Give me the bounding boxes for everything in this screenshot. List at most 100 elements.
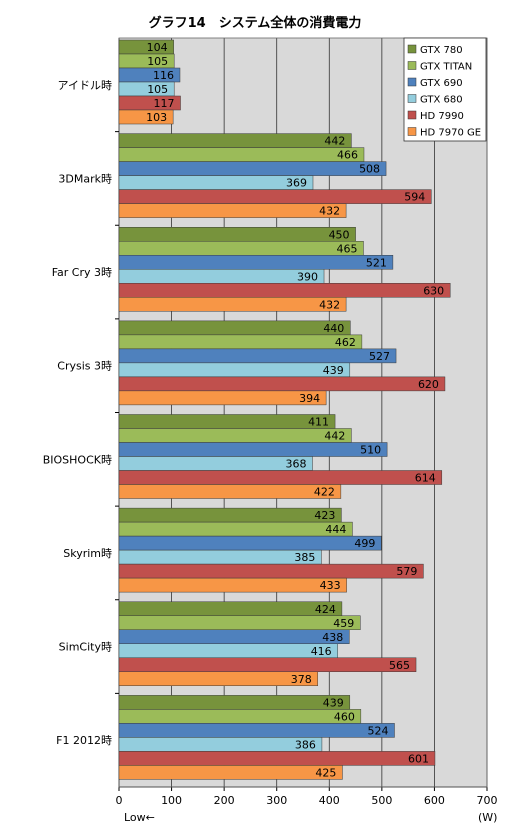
bar-6-1 <box>118 615 361 630</box>
legend-swatch-0 <box>407 44 417 54</box>
x-axis-unit-label: (W) <box>478 811 497 824</box>
x-tick-label-600: 600 <box>424 794 445 807</box>
category-label-2: Far Cry 3時 <box>52 266 112 279</box>
bar-7-5 <box>118 765 343 780</box>
bar-value-label-3-1: 462 <box>335 336 356 349</box>
bar-value-label-7-5: 425 <box>315 766 336 779</box>
bar-6-0 <box>118 601 343 616</box>
bar-6-5 <box>118 671 318 686</box>
bar-value-label-2-3: 390 <box>297 270 318 283</box>
bar-6-2 <box>118 629 350 644</box>
bar-1-0 <box>118 133 352 148</box>
bar-5-4 <box>118 563 424 579</box>
chart-title: グラフ14 システム全体の消費電力 <box>149 15 362 31</box>
bar-value-label-1-3: 369 <box>286 177 307 190</box>
bar-value-label-6-1: 459 <box>333 617 354 630</box>
x-tick-label-400: 400 <box>319 794 340 807</box>
bar-7-2 <box>118 723 395 738</box>
legend-swatch-5 <box>407 127 417 136</box>
bar-value-label-3-3: 439 <box>323 364 344 377</box>
bar-value-label-5-3: 385 <box>294 551 315 564</box>
bar-value-label-7-0: 439 <box>323 696 344 709</box>
bar-value-label-1-4: 594 <box>404 191 425 204</box>
bar-value-label-3-0: 440 <box>323 322 344 335</box>
x-tick-label-300: 300 <box>266 794 287 807</box>
legend-label-3: GTX 680 <box>420 95 463 106</box>
bar-value-label-1-1: 466 <box>337 149 358 162</box>
bar-2-2 <box>118 255 394 270</box>
bar-value-label-5-1: 444 <box>325 523 346 536</box>
bar-value-label-1-5: 432 <box>319 205 340 218</box>
bar-value-label-1-2: 508 <box>359 163 380 176</box>
bar-value-label-2-5: 432 <box>319 298 340 311</box>
bar-0-5 <box>118 109 174 125</box>
bar-7-1 <box>118 709 362 724</box>
bar-4-5 <box>118 484 342 499</box>
bar-2-4 <box>118 283 451 298</box>
bar-1-5 <box>118 203 347 218</box>
bar-6-4 <box>118 657 417 672</box>
legend-label-5: HD 7970 GE <box>420 128 481 139</box>
bar-value-label-2-2: 521 <box>366 256 387 269</box>
bar-5-2 <box>118 535 382 551</box>
bar-1-1 <box>118 147 365 162</box>
bar-value-label-2-0: 450 <box>329 228 350 241</box>
bar-5-0 <box>118 507 342 523</box>
bar-2-0 <box>118 227 356 242</box>
bar-value-label-0-2: 116 <box>153 69 174 82</box>
bar-value-label-4-1: 442 <box>324 430 345 443</box>
bar-2-3 <box>118 269 325 284</box>
bar-5-1 <box>118 521 353 537</box>
legend-box <box>403 37 487 142</box>
bar-value-label-4-4: 614 <box>415 472 436 485</box>
bar-value-label-5-5: 433 <box>320 579 341 592</box>
bar-1-3 <box>118 175 314 190</box>
category-label-0: アイドル時 <box>58 79 112 92</box>
category-label-1: 3DMark時 <box>58 172 112 185</box>
bar-4-4 <box>118 470 443 485</box>
category-label-7: F1 2012時 <box>56 734 112 747</box>
bar-value-label-4-2: 510 <box>360 444 381 457</box>
bar-5-3 <box>118 549 322 565</box>
bar-5-5 <box>118 577 347 593</box>
bar-value-label-0-5: 103 <box>146 111 167 124</box>
bar-value-label-6-3: 416 <box>311 645 332 658</box>
bar-1-4 <box>118 189 432 204</box>
bar-3-4 <box>118 376 446 392</box>
bar-value-label-6-0: 424 <box>315 603 336 616</box>
bar-value-label-3-5: 394 <box>299 392 320 405</box>
bar-7-3 <box>118 737 323 752</box>
bar-value-label-1-0: 442 <box>324 135 345 148</box>
bar-2-5 <box>118 297 347 312</box>
category-label-3: Crysis 3時 <box>57 360 112 373</box>
legend-swatch-3 <box>407 94 417 103</box>
x-tick-label-200: 200 <box>214 794 235 807</box>
bar-3-0 <box>118 320 351 336</box>
legend-swatch-4 <box>407 110 417 120</box>
bar-4-1 <box>118 428 352 443</box>
legend-label-0: GTX 780 <box>420 45 463 56</box>
bar-value-label-3-4: 620 <box>418 378 439 391</box>
legend-label-2: GTX 690 <box>420 78 463 89</box>
bar-value-label-6-5: 378 <box>291 673 312 686</box>
legend-swatch-2 <box>407 77 417 87</box>
bar-value-label-5-2: 499 <box>354 537 375 550</box>
x-axis-label-low: Low← <box>124 811 155 824</box>
x-tick-label-0: 0 <box>116 794 123 807</box>
bar-3-1 <box>118 334 363 350</box>
bar-4-0 <box>118 414 336 429</box>
bar-7-0 <box>118 695 351 710</box>
bar-value-label-7-2: 524 <box>367 724 388 737</box>
bar-value-label-0-4: 117 <box>154 97 175 110</box>
bar-value-label-6-2: 438 <box>322 631 343 644</box>
bar-value-label-4-5: 422 <box>314 486 335 499</box>
bar-value-label-3-2: 527 <box>369 350 390 363</box>
legend-label-1: GTX TITAN <box>420 62 472 73</box>
bar-value-label-5-4: 579 <box>396 565 417 578</box>
bar-1-2 <box>118 161 387 176</box>
x-tick-label-100: 100 <box>161 794 182 807</box>
bar-value-label-2-1: 465 <box>336 242 357 255</box>
x-tick-label-700: 700 <box>477 794 498 807</box>
legend-swatch-1 <box>407 61 417 70</box>
